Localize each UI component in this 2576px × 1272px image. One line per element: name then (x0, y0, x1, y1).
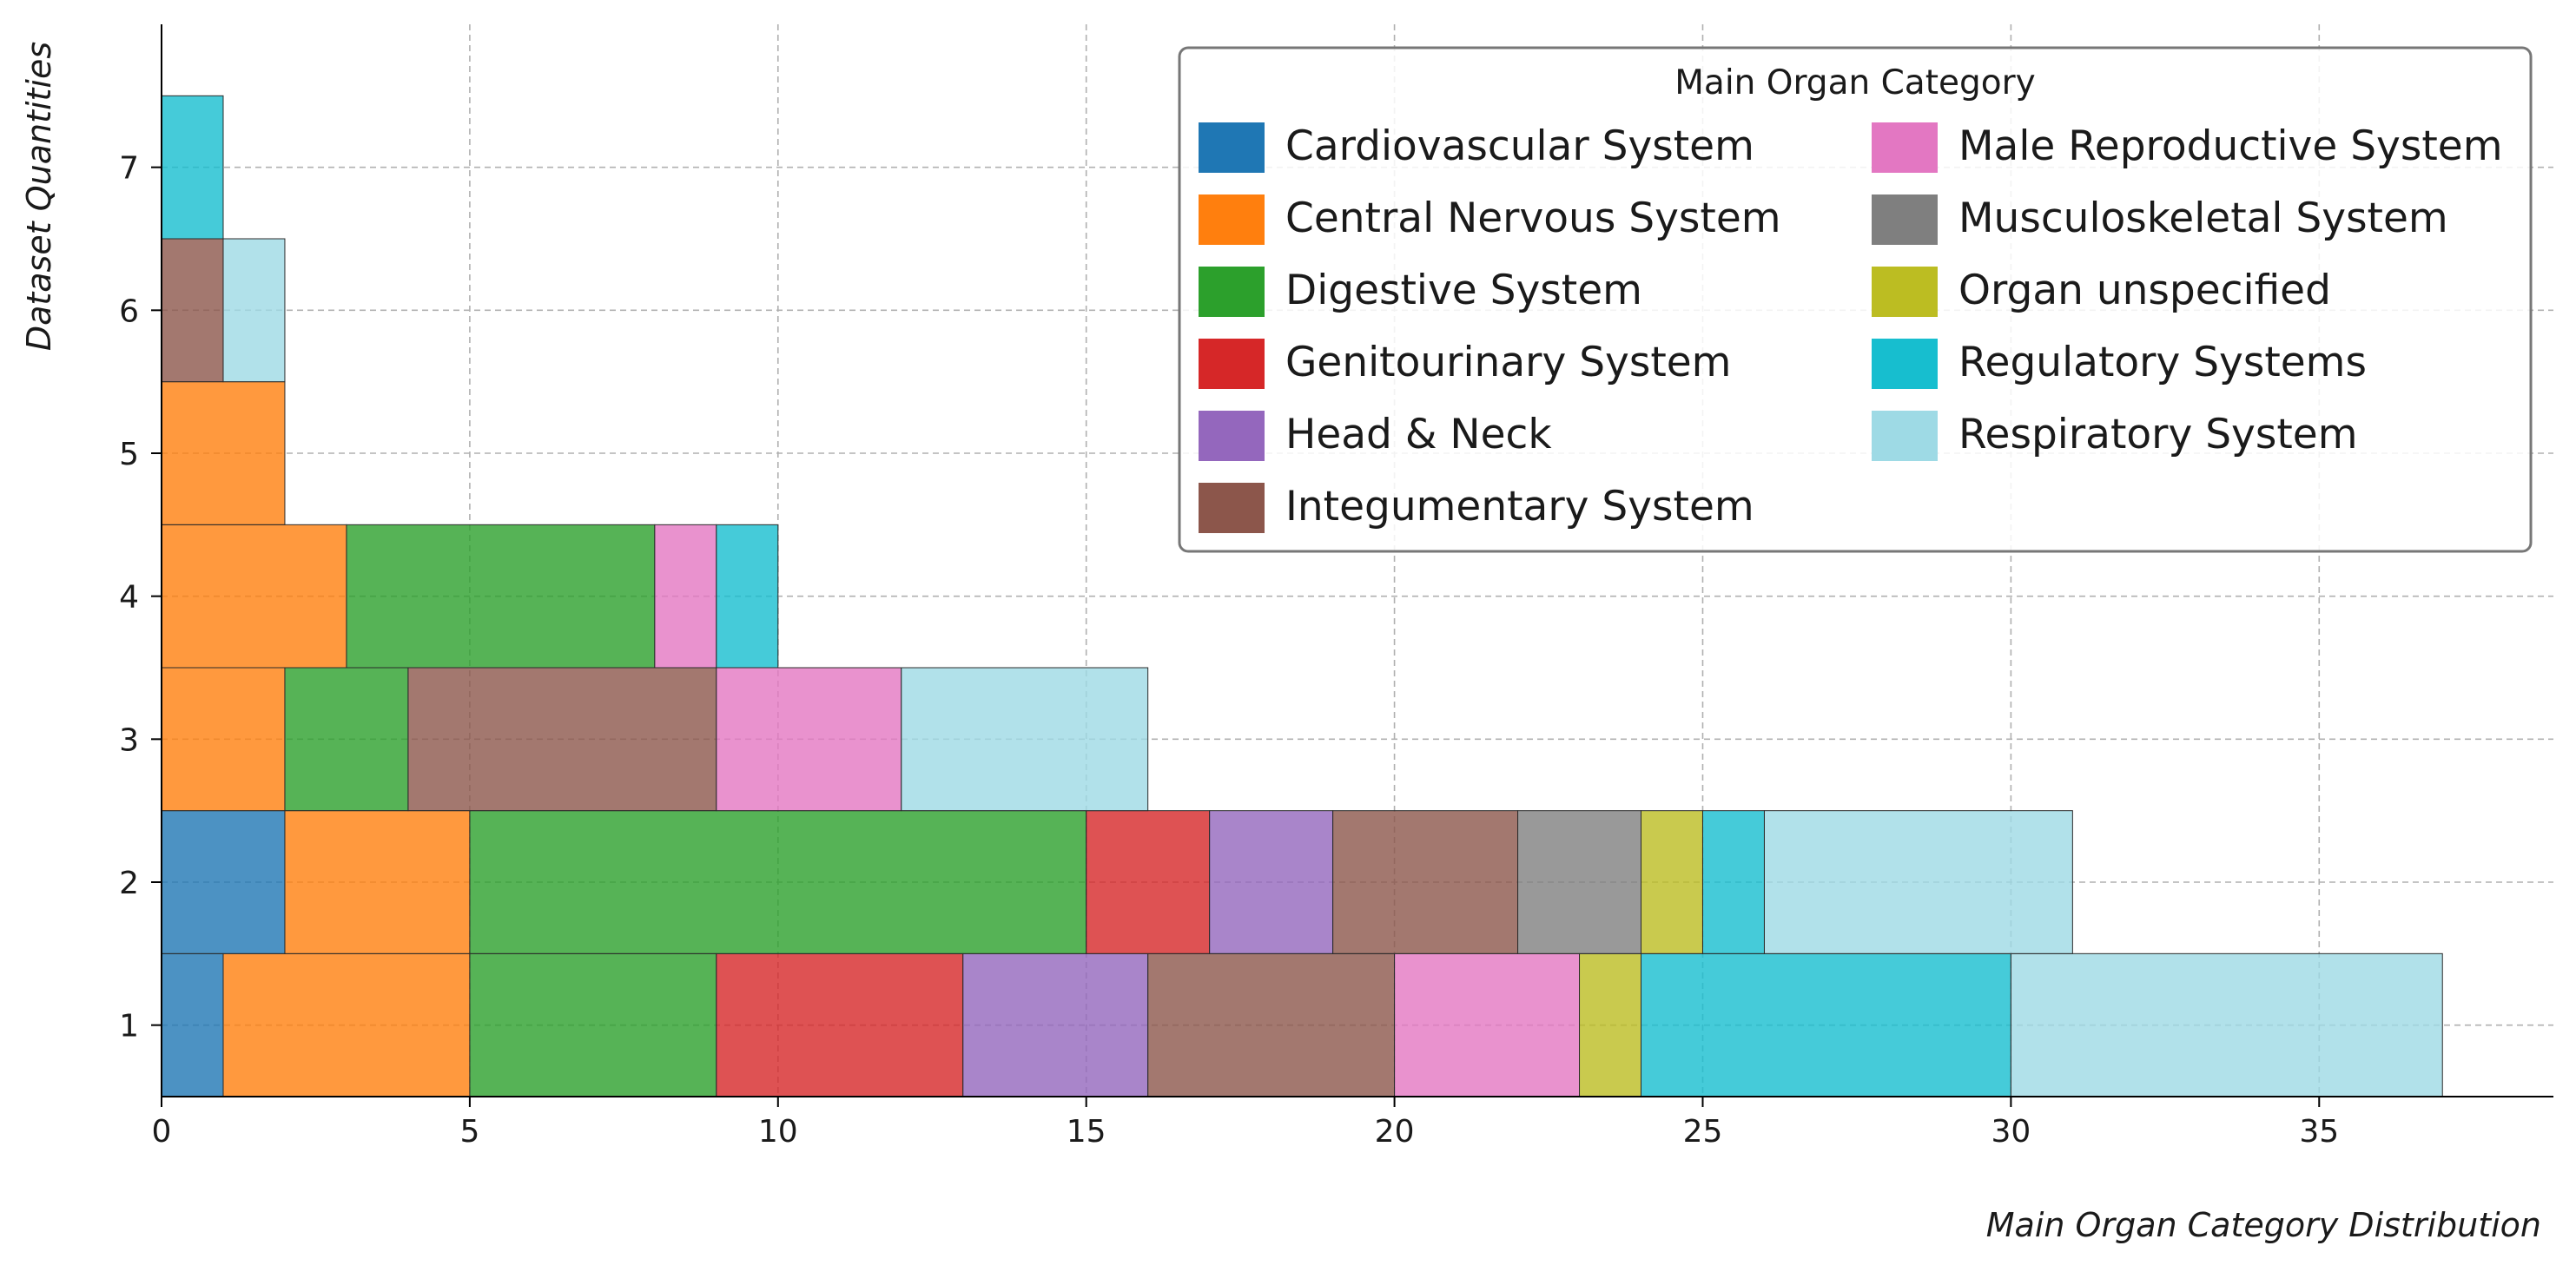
bar-segment-integumentary-system-row-3 (407, 667, 717, 812)
legend-label-musculoskeletal-system: Musculoskeletal System (1958, 194, 2448, 242)
legend-label-cardiovascular-system: Cardiovascular System (1285, 122, 1754, 170)
legend-swatch-musculoskeletal-system (1872, 194, 1938, 245)
bar-segment-digestive-system-row-3 (284, 667, 409, 812)
legend-label-central-nervous-system: Central Nervous System (1285, 194, 1781, 242)
bar-segment-cardiovascular-system-row-2 (161, 810, 286, 954)
bar-segment-male-reproductive-system-row-1 (1394, 952, 1581, 1097)
legend-swatch-organ-unspecified (1872, 267, 1938, 317)
y-tick-label: 2 (119, 866, 139, 901)
legend-label-male-reproductive-system: Male Reproductive System (1958, 122, 2503, 170)
legend-swatch-central-nervous-system (1199, 194, 1265, 245)
x-tick-label: 5 (459, 1114, 479, 1150)
legend-swatch-respiratory-system (1872, 411, 1938, 461)
bar-segment-central-nervous-system-row-1 (222, 952, 471, 1097)
legend-label-integumentary-system: Integumentary System (1285, 483, 1754, 531)
bar-segment-integumentary-system-row-2 (1332, 810, 1519, 954)
bar-segment-regulatory-systems-row-2 (1701, 810, 1765, 954)
bar-segment-head-and-neck-row-1 (962, 952, 1149, 1097)
y-tick-label: 1 (119, 1009, 139, 1045)
y-tick-label: 4 (119, 580, 139, 616)
bar-segment-central-nervous-system-row-5 (161, 381, 286, 525)
x-tick-label: 0 (152, 1114, 172, 1150)
legend-label-head-and-neck: Head & Neck (1285, 411, 1552, 458)
ticks: 0 5 10 15 20 25 30 35 1 2 3 4 5 6 7 (119, 151, 2339, 1150)
y-tick-label: 7 (119, 151, 139, 187)
bar-segment-regulatory-systems-row-4 (716, 524, 779, 669)
x-tick-label: 35 (2299, 1114, 2339, 1150)
legend-frame (1178, 46, 2533, 553)
bar-segment-musculoskeletal-system-row-2 (1517, 810, 1642, 954)
bar-segment-genitourinary-system-row-1 (716, 952, 964, 1097)
legend-swatch-cardiovascular-system (1199, 122, 1265, 173)
x-tick-label: 25 (1683, 1114, 1723, 1150)
legend-label-organ-unspecified: Organ unspecified (1958, 267, 2331, 314)
y-tick-label: 6 (119, 293, 139, 329)
legend-swatch-male-reproductive-system (1872, 122, 1938, 173)
legend-swatch-genitourinary-system (1199, 339, 1265, 389)
y-axis-label: Dataset Quantities (20, 42, 58, 351)
legend-swatch-head-and-neck (1199, 411, 1265, 461)
bar-segment-respiratory-system-row-3 (901, 667, 1149, 812)
bar-segment-respiratory-system-row-1 (2010, 952, 2443, 1097)
legend-swatch-regulatory-systems (1872, 339, 1938, 389)
bar-segment-cardiovascular-system-row-1 (161, 952, 224, 1097)
legend: Main Organ Category Cardiovascular Syste… (1178, 46, 2533, 553)
legend-label-digestive-system: Digestive System (1285, 267, 1642, 314)
bar-segment-male-reproductive-system-row-3 (716, 667, 902, 812)
bar-segment-regulatory-systems-row-1 (1641, 952, 2011, 1097)
axes (161, 24, 2553, 1097)
bar-segment-male-reproductive-system-row-4 (654, 524, 717, 669)
bar-segment-head-and-neck-row-2 (1209, 810, 1334, 954)
bar-segment-central-nervous-system-row-4 (161, 524, 347, 669)
bar-segment-respiratory-system-row-2 (1763, 810, 2073, 954)
legend-label-genitourinary-system: Genitourinary System (1285, 339, 1731, 386)
bar-segment-digestive-system-row-1 (469, 952, 717, 1097)
x-tick-label: 15 (1067, 1114, 1106, 1150)
x-tick-label: 10 (758, 1114, 798, 1150)
bars (161, 95, 2443, 1097)
bar-segment-integumentary-system-row-6 (161, 238, 224, 383)
bar-segment-regulatory-systems-row-7 (161, 95, 224, 240)
x-tick-label: 20 (1375, 1114, 1415, 1150)
x-tick-label: 30 (1991, 1114, 2031, 1150)
bar-segment-genitourinary-system-row-2 (1086, 810, 1211, 954)
bar-segment-integumentary-system-row-1 (1147, 952, 1396, 1097)
legend-swatch-digestive-system (1199, 267, 1265, 317)
bar-segment-digestive-system-row-2 (469, 810, 1087, 954)
legend-items: Cardiovascular System Central Nervous Sys… (1199, 122, 2503, 533)
legend-label-respiratory-system: Respiratory System (1958, 411, 2358, 458)
legend-label-regulatory-systems: Regulatory Systems (1958, 339, 2367, 386)
bar-segment-digestive-system-row-4 (346, 524, 656, 669)
y-tick-label: 3 (119, 722, 139, 758)
bar-segment-organ-unspecified-row-1 (1579, 952, 1642, 1097)
bar-segment-respiratory-system-row-6 (222, 238, 286, 383)
y-tick-label: 5 (119, 437, 139, 472)
bar-segment-organ-unspecified-row-2 (1641, 810, 1703, 954)
bar-segment-central-nervous-system-row-2 (284, 810, 471, 954)
x-axis-label: Main Organ Category Distribution (1986, 1206, 2541, 1244)
legend-title: Main Organ Category (1674, 63, 2035, 102)
bar-segment-central-nervous-system-row-3 (161, 667, 286, 812)
legend-swatch-integumentary-system (1199, 483, 1265, 533)
